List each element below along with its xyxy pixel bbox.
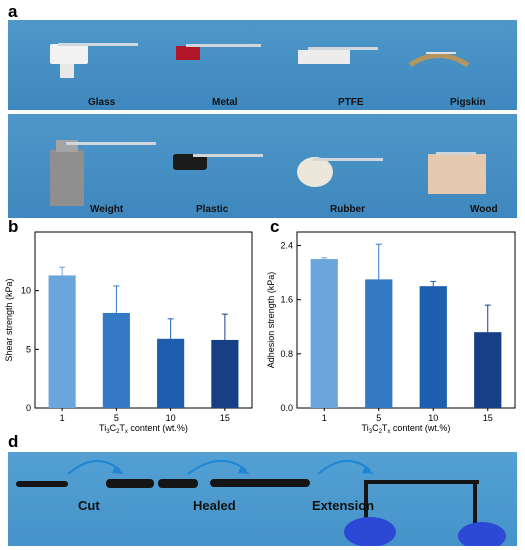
bar-10 bbox=[157, 338, 185, 408]
label-extension: Extension bbox=[312, 498, 375, 513]
panel-d-photo: Cut Healed Extension bbox=[8, 452, 517, 546]
label-rubber: Rubber bbox=[330, 204, 365, 215]
y-axis-label: Adhesion strength (kPa) bbox=[266, 272, 276, 369]
plot-frame bbox=[296, 231, 516, 409]
y-tick-label: 0.0 bbox=[280, 403, 293, 413]
bar-1 bbox=[48, 275, 76, 408]
label-ptfe: PTFE bbox=[338, 97, 364, 108]
self-healing-sequence bbox=[16, 459, 506, 546]
label-metal: Metal bbox=[212, 97, 238, 108]
bar-10 bbox=[419, 286, 447, 408]
label-cut: Cut bbox=[78, 498, 100, 513]
y-axis-label: Shear strength (kPa) bbox=[4, 278, 14, 361]
y-tick-label: 1.6 bbox=[280, 295, 293, 305]
bar-5 bbox=[365, 279, 393, 408]
bar-15 bbox=[474, 332, 502, 408]
bar-1 bbox=[310, 259, 338, 408]
label-healed: Healed bbox=[193, 498, 236, 513]
x-tick-label: 10 bbox=[428, 413, 438, 423]
substrate-photos-row1 bbox=[50, 43, 470, 78]
panel-d-letter: d bbox=[8, 432, 19, 451]
bar-15 bbox=[211, 339, 239, 408]
panel-b-letter: b bbox=[8, 217, 19, 236]
label-plastic: Plastic bbox=[196, 204, 229, 215]
label-glass: Glass bbox=[88, 97, 116, 108]
panel-c-letter: c bbox=[270, 217, 280, 236]
x-tick-label: 15 bbox=[483, 413, 493, 423]
panel-a-photo-row2: Weight Plastic Rubber Wood bbox=[8, 114, 517, 218]
x-axis-label: Ti3C2Tx content (wt.%) bbox=[99, 423, 188, 435]
y-tick-label: 10 bbox=[21, 286, 31, 296]
y-tick-label: 2.4 bbox=[280, 241, 293, 251]
label-weight: Weight bbox=[90, 204, 124, 215]
x-tick-label: 1 bbox=[322, 413, 327, 423]
substrate-photos-row2 bbox=[50, 140, 486, 206]
x-tick-label: 10 bbox=[166, 413, 176, 423]
panel-a-photo-row1: Glass Metal PTFE Pigskin bbox=[8, 20, 517, 110]
x-tick-label: 1 bbox=[60, 413, 65, 423]
x-tick-label: 5 bbox=[376, 413, 381, 423]
x-tick-label: 15 bbox=[220, 413, 230, 423]
y-tick-label: 5 bbox=[26, 344, 31, 354]
x-axis-label: Ti3C2Tx content (wt.%) bbox=[362, 423, 451, 435]
panel-a-letter: a bbox=[8, 2, 18, 21]
bar-5 bbox=[102, 312, 130, 408]
label-pigskin: Pigskin bbox=[450, 97, 486, 108]
x-tick-label: 5 bbox=[114, 413, 119, 423]
plot-frame bbox=[34, 231, 253, 409]
y-tick-label: 0.8 bbox=[280, 349, 293, 359]
label-wood: Wood bbox=[470, 204, 498, 215]
y-tick-label: 0 bbox=[26, 403, 31, 413]
